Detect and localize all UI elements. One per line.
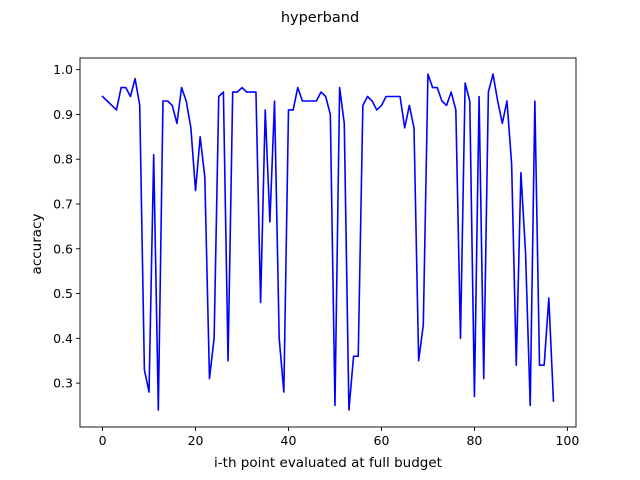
x-axis-label: i-th point evaluated at full budget bbox=[214, 455, 442, 471]
axes-frame bbox=[79, 57, 577, 428]
y-tick-label: 1.0 bbox=[53, 62, 73, 77]
series-line-0 bbox=[101, 73, 555, 411]
axes: 0 20 40 60 80 100 0.3 0.4 0.5 0.6 0.7 0.8 0.9 1.0 bbox=[53, 57, 579, 448]
y-tick-label: 0.6 bbox=[53, 241, 73, 256]
x-tick-label: 0 bbox=[99, 433, 107, 448]
y-tick-label: 0.8 bbox=[53, 152, 73, 167]
x-tick-label: 80 bbox=[466, 433, 482, 448]
plot-area bbox=[101, 73, 555, 411]
y-axis-label: accuracy bbox=[29, 214, 45, 275]
x-tick-label: 60 bbox=[374, 433, 390, 448]
chart-title: hyperband bbox=[281, 10, 359, 26]
y-tick-label: 0.4 bbox=[53, 331, 73, 346]
y-tick-label: 0.5 bbox=[53, 286, 73, 301]
x-tick-label: 20 bbox=[188, 433, 204, 448]
x-tick-label: 40 bbox=[281, 433, 297, 448]
y-tick-label: 0.7 bbox=[53, 196, 73, 211]
x-tick-label: 100 bbox=[555, 433, 579, 448]
y-tick-label: 0.3 bbox=[53, 376, 73, 391]
y-tick-label: 0.9 bbox=[53, 107, 73, 122]
